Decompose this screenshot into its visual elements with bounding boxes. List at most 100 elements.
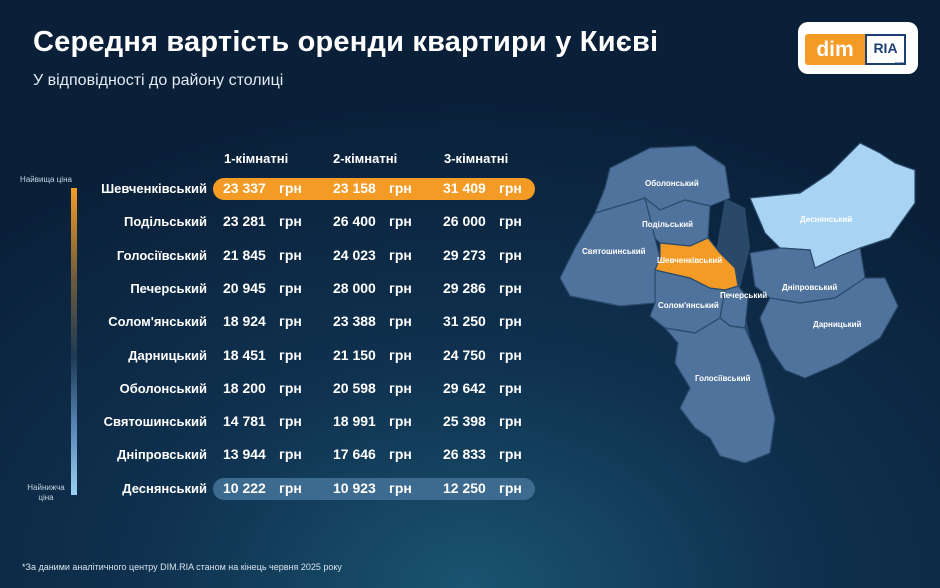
currency-label: грн <box>279 479 302 496</box>
currency-label: грн <box>389 413 412 430</box>
district-name: Шевченківський <box>101 181 207 196</box>
table-row: Голосіївський 21 845 грн 24 023 грн 29 273 грн <box>0 245 560 267</box>
page-title: Середня вартість оренди квартири у Києві <box>33 26 659 58</box>
column-header-2-room: 2-кімнатні <box>333 151 398 166</box>
district-name: Деснянський <box>122 480 207 496</box>
price-value: 23 158 <box>333 180 376 196</box>
price-value: 18 991 <box>333 413 376 430</box>
table-row: Подільський 23 281 грн 26 400 грн 26 000 грн <box>0 211 560 233</box>
map-label-sviatoshynskyi: Святошинський <box>582 247 646 256</box>
district-name: Печерський <box>130 280 207 296</box>
district-name: Солом'янський <box>108 314 207 330</box>
highest-price-highlight <box>213 178 535 200</box>
price-value: 20 945 <box>223 279 266 296</box>
price-value: 24 750 <box>443 346 486 363</box>
currency-label: грн <box>499 246 522 263</box>
price-scale-bar <box>71 188 77 495</box>
column-header-1-room: 1-кімнатні <box>224 151 289 166</box>
price-value: 20 598 <box>333 379 376 396</box>
table-row: Шевченківський 23 337 грн 23 158 грн 31 409 гр… <box>0 178 560 200</box>
currency-label: грн <box>499 446 522 463</box>
table-row: Дарницький 18 451 грн 21 150 грн 24 750 грн <box>0 345 560 367</box>
price-value: 10 222 <box>223 479 266 496</box>
price-value: 29 642 <box>443 379 486 396</box>
price-value: 24 023 <box>333 246 376 263</box>
page-subtitle: У відповідності до району столиці <box>33 72 284 89</box>
currency-label: грн <box>279 446 302 463</box>
price-value: 21 845 <box>223 246 266 263</box>
price-value: 14 781 <box>223 413 266 430</box>
price-value: 10 923 <box>333 479 376 496</box>
district-name: Голосіївський <box>116 247 207 263</box>
kyiv-district-map: Оболонський Подільський Святошинський Ше… <box>560 142 916 464</box>
map-label-solomianskyi: Солом'янський <box>658 301 719 310</box>
price-value: 26 000 <box>443 213 486 230</box>
currency-label: грн <box>499 180 522 196</box>
currency-label: грн <box>279 213 302 230</box>
price-value: 18 451 <box>223 346 266 363</box>
currency-label: грн <box>499 413 522 430</box>
map-label-shevchenkivskyi: Шевченківський <box>657 256 722 265</box>
district-holosiivskyi[interactable] <box>663 317 776 464</box>
district-name: Подільський <box>124 214 207 230</box>
table-row: Печерський 20 945 грн 28 000 грн 29 286 грн <box>0 278 560 300</box>
map-label-podilskyi: Подільський <box>642 220 693 229</box>
currency-label: грн <box>389 279 412 296</box>
district-name: Оболонський <box>119 380 207 396</box>
currency-label: грн <box>499 213 522 230</box>
table-row: Солом'янський 18 924 грн 23 388 грн 31 250 грн <box>0 311 560 333</box>
lowest-price-highlight <box>213 477 535 500</box>
scale-top-label: Найвища ціна <box>20 175 72 184</box>
district-name: Дарницький <box>128 347 207 363</box>
district-dniprovskyi[interactable] <box>749 247 866 304</box>
price-value: 26 833 <box>443 446 486 463</box>
table-row: Святошинський 14 781 грн 18 991 грн 25 398 грн <box>0 411 560 433</box>
currency-label: грн <box>389 379 412 396</box>
price-value: 29 286 <box>443 279 486 296</box>
district-shevchenkivskyi[interactable] <box>654 237 739 291</box>
price-value: 29 273 <box>443 246 486 263</box>
map-label-holosiivskyi: Голосіївський <box>695 374 751 383</box>
district-name: Святошинський <box>103 414 207 430</box>
price-value: 23 281 <box>223 213 266 230</box>
footnote: *За даними аналітичного центру DIM.RIA с… <box>22 562 342 572</box>
column-header-3-room: 3-кімнатні <box>444 151 509 166</box>
currency-label: грн <box>499 379 522 396</box>
scale-bottom-label: Найнижча ціна <box>27 483 65 502</box>
price-value: 13 944 <box>223 446 266 463</box>
price-value: 31 250 <box>443 313 486 330</box>
map-label-pecherskyi: Печерський <box>720 291 767 300</box>
currency-label: грн <box>499 346 522 363</box>
price-value: 23 337 <box>223 180 266 196</box>
logo-ria: RIA <box>865 34 906 65</box>
price-value: 17 646 <box>333 446 376 463</box>
currency-label: грн <box>279 246 302 263</box>
price-value: 31 409 <box>443 180 486 196</box>
table-row: Дніпровський 13 944 грн 17 646 грн 26 833 грн <box>0 444 560 466</box>
price-value: 21 150 <box>333 346 376 363</box>
logo-dim: dim <box>805 34 865 65</box>
currency-label: грн <box>389 346 412 363</box>
currency-label: грн <box>279 180 302 196</box>
currency-label: грн <box>499 479 522 496</box>
price-value: 28 000 <box>333 279 376 296</box>
currency-label: грн <box>389 446 412 463</box>
logo-ria-suffix: .com <box>893 61 904 67</box>
currency-label: грн <box>389 213 412 230</box>
price-value: 18 200 <box>223 379 266 396</box>
price-value: 12 250 <box>443 479 486 496</box>
currency-label: грн <box>389 313 412 330</box>
currency-label: грн <box>389 246 412 263</box>
price-value: 18 924 <box>223 313 266 330</box>
currency-label: грн <box>279 346 302 363</box>
currency-label: грн <box>389 180 412 196</box>
currency-label: грн <box>279 313 302 330</box>
district-darnytskyi[interactable] <box>759 277 899 379</box>
currency-label: грн <box>279 379 302 396</box>
currency-label: грн <box>279 413 302 430</box>
table-row: Деснянський 10 222 грн 10 923 грн 12 250 грн <box>0 477 560 500</box>
map-label-obolonskyi: Оболонський <box>645 179 699 188</box>
currency-label: грн <box>499 313 522 330</box>
dimria-logo[interactable]: dim RIA .com <box>798 22 918 74</box>
currency-label: грн <box>389 479 412 496</box>
